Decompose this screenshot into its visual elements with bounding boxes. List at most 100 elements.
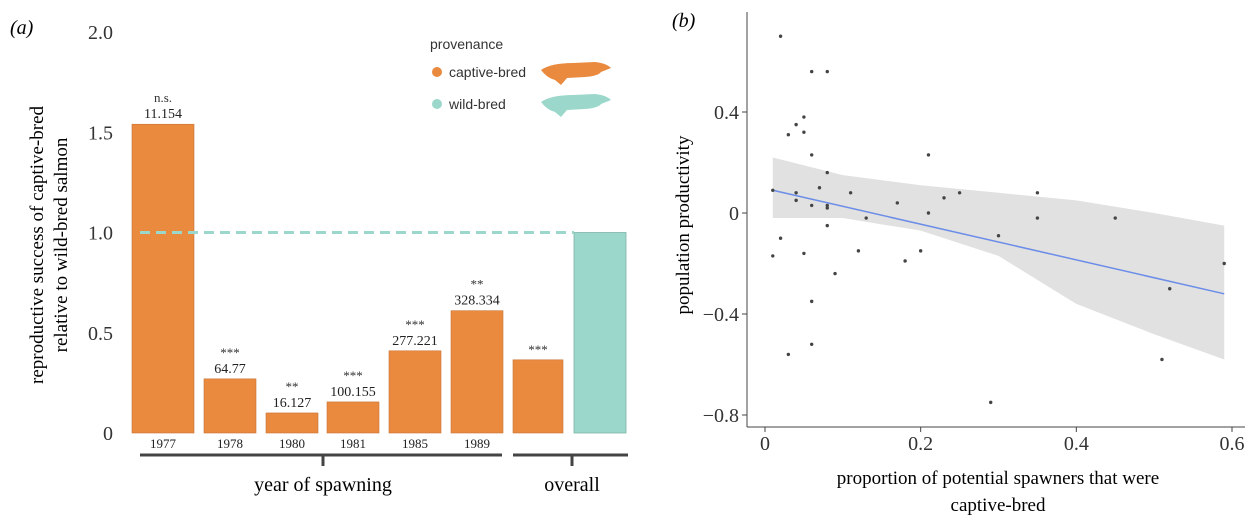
panel-b-yticks: −0.8 −0.4 0 0.4 [703,102,747,427]
panel-b-confidence-band [772,157,1225,360]
x-tick-label: 1989 [464,436,490,451]
scatter-point [918,249,923,253]
scatter-point [1035,216,1040,220]
scatter-point [778,236,783,240]
panel-a-legend: provenance captive-bred wild-bred [430,36,611,117]
bar-captive-1978 [203,378,257,434]
legend-wild-label: wild-bred [448,96,506,112]
x-tick-label: 1981 [340,436,366,451]
panel-a: (a) reproductive success of captive-bred… [10,17,628,496]
scatter-point [794,198,798,203]
scatter-point [825,170,829,175]
scatter-point [989,400,993,405]
scatter-point [794,191,798,195]
y-tick-label: 0 [729,203,739,225]
y-tick-label: 1.0 [88,223,113,245]
panel-a-ylabel-line1: reproductive success of captive-bred [27,105,48,384]
x-tick-label: 1985 [402,436,428,451]
annotation-significance: n.s. [154,90,172,105]
y-tick-label: 0.5 [88,323,113,345]
group-label-overall: overall [544,474,600,496]
bar-captive-1981 [326,401,380,434]
scatter-point [903,259,907,263]
panel-a-label: (a) [10,17,34,39]
scatter-point [825,223,829,228]
annotation-significance: *** [343,368,363,383]
y-tick-label: −0.8 [703,405,739,427]
bar-captive-1977 [131,123,195,434]
scatter-point [825,206,829,210]
y-tick-label: −0.4 [703,304,739,326]
scatter-point [802,251,806,256]
bar-captive-1989 [450,310,504,434]
scatter-point [864,216,868,220]
annotation-significance: ** [471,277,484,292]
x-tick-label: 0.4 [1064,433,1089,455]
annotation-n: 11.154 [144,107,182,122]
scatter-point [926,211,931,215]
panel-a-annotations: 11.154 n.s. 64.77 *** 16.127 ** 100.155 *** 277.… [144,90,548,411]
salmon-icon-wild [541,94,611,117]
panel-b: (b) −0.8 −0.4 0 0.4 0 0.2 0.4 0.6 population p… [672,10,1245,516]
y-tick-label: 0.4 [714,102,739,124]
scatter-point [817,186,822,190]
scatter-point [942,196,946,200]
scatter-point [1222,261,1226,266]
annotation-significance: ** [286,379,299,394]
legend-captive-swatch [432,67,442,77]
annotation-n: 16.127 [273,396,312,411]
legend-wild-swatch [432,99,442,109]
legend-captive-label: captive-bred [449,64,526,80]
scatter-point [810,69,814,74]
y-tick-label: 2.0 [88,22,113,44]
x-tick-label: 1980 [279,436,305,451]
trend-line [772,189,1225,295]
scatter-point [996,234,1001,238]
scatter-point [1113,216,1117,220]
bar-captive-overall [512,359,564,434]
scatter-point [786,133,791,137]
scatter-point [1160,357,1164,362]
x-tick-label: 1977 [150,436,177,451]
y-tick-label: 0 [103,423,113,445]
scatter-point [825,203,829,208]
scatter-point [802,130,806,134]
scatter-point [810,299,814,304]
scatter-point [926,153,931,157]
panel-b-trend-line [772,189,1225,295]
x-tick-label: 1978 [217,436,243,451]
y-tick-label: 1.5 [88,122,113,144]
scatter-point [833,271,837,276]
scatter-point [895,201,900,205]
panel-b-xlabel-line1: proportion of potential spawners that we… [837,468,1159,489]
panel-b-xlabel-line2: captive-bred [951,495,1046,516]
bar-captive-1985 [388,350,442,434]
panel-b-label: (b) [672,10,696,32]
scatter-point [771,188,775,192]
x-tick-label: 0 [760,433,770,455]
panel-b-points [771,34,1226,405]
x-tick-label: 0.2 [908,433,933,455]
bar-captive-1980 [265,412,319,434]
scatter-point [786,352,791,357]
panel-a-xticks: 1977 1978 1980 1981 1985 1989 [150,436,490,451]
annotation-n: 328.334 [454,294,500,309]
annotation-n: 100.155 [330,385,376,400]
panel-a-group-axis: year of spawning overall [140,453,628,496]
panel-b-ylabel: population productivity [673,135,694,314]
scatter-point [810,342,814,346]
scatter-point [1168,287,1172,291]
salmon-icon-captive [541,62,611,85]
scatter-point [778,34,783,38]
scatter-point [848,191,853,195]
legend-title: provenance [430,36,503,52]
annotation-n: 64.77 [214,362,246,377]
scatter-point [856,249,861,253]
panel-a-ylabel-line2: relative to wild-bred salmon [51,137,72,352]
scatter-point [802,115,806,119]
scatter-point [810,203,814,208]
confidence-band [772,157,1225,360]
bar-wild-overall [573,232,627,434]
annotation-significance: *** [528,342,548,357]
